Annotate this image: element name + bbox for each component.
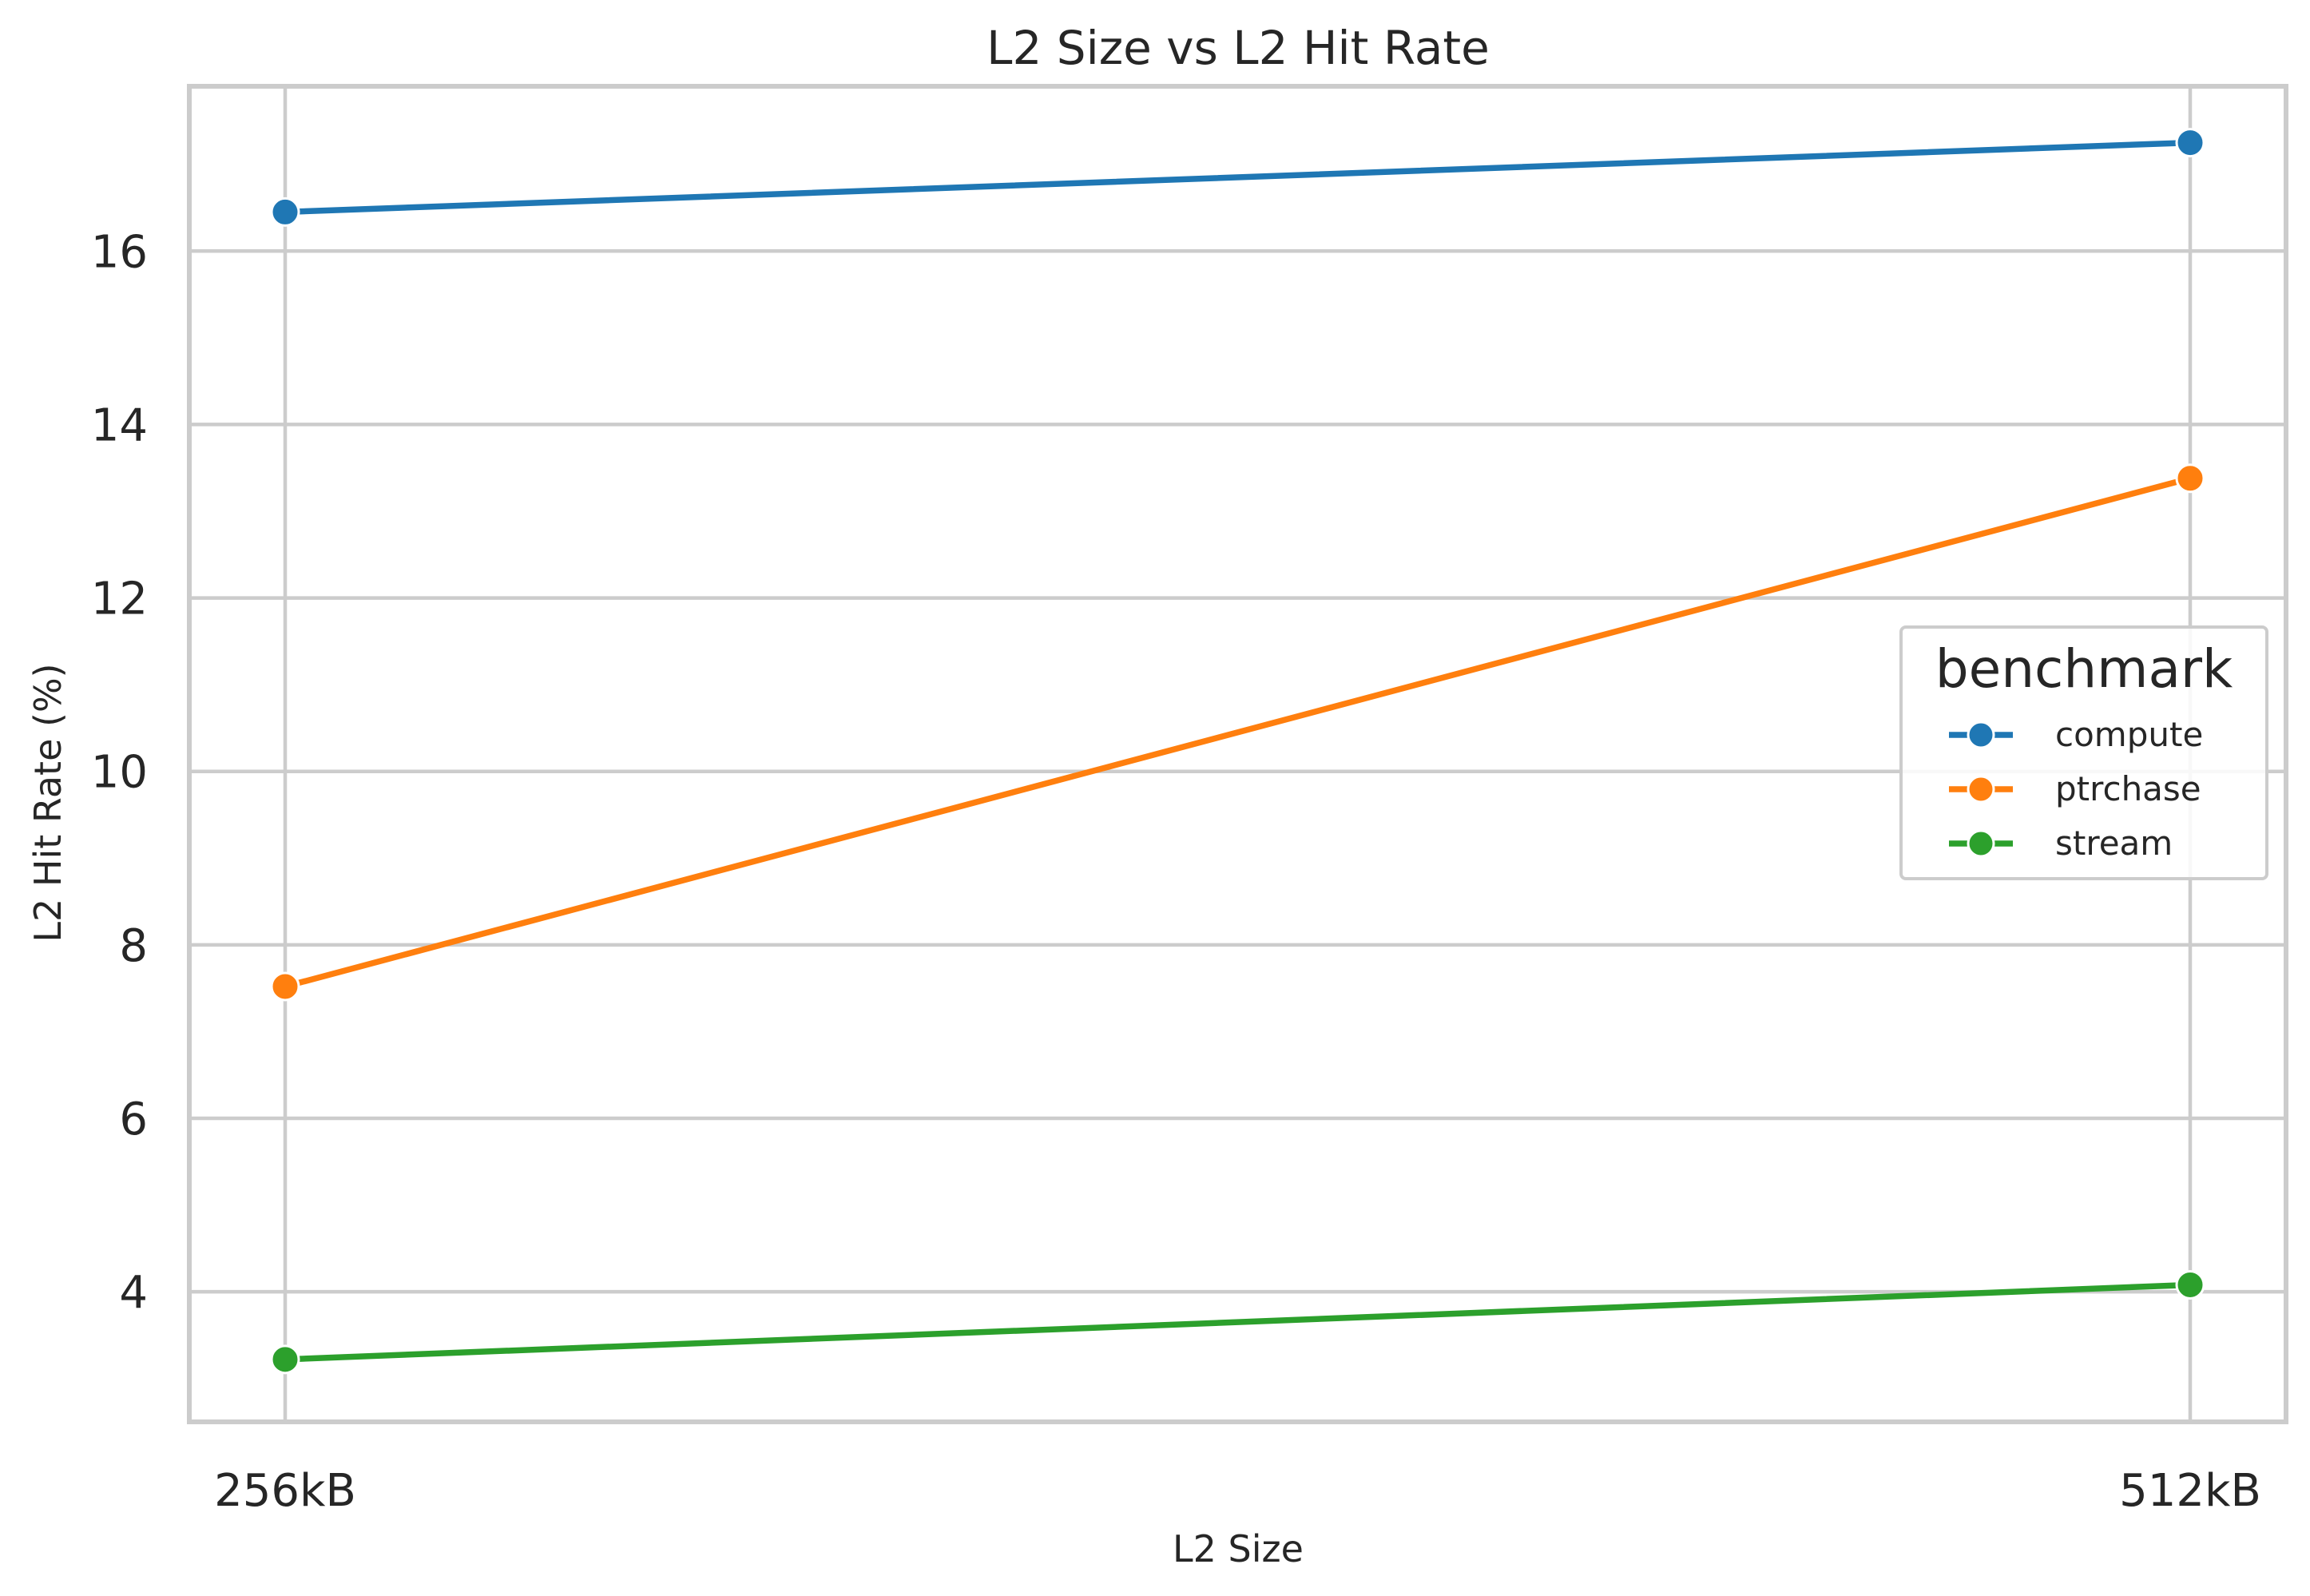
legend: benchmark compute ptrchase stream	[1899, 625, 2268, 880]
y-tick-label-8: 8	[119, 920, 148, 972]
legend-swatch-marker-stream	[1967, 829, 1995, 858]
chart-title: L2 Size vs L2 Hit Rate	[986, 21, 1490, 75]
series-ptrchase	[270, 463, 2205, 1002]
x-axis-label: L2 Size	[1173, 1527, 1304, 1570]
x-axis-ticks: 256kB 512kB	[214, 1465, 2261, 1517]
series-line-compute	[282, 139, 2193, 216]
y-tick-label-10: 10	[91, 747, 148, 799]
legend-box	[1899, 625, 2268, 880]
x-tick-label-256kB: 256kB	[214, 1465, 356, 1517]
legend-label-compute: compute	[2055, 715, 2203, 754]
series-layer	[270, 128, 2205, 1375]
data-point-ptrchase-256kB	[270, 971, 300, 1002]
legend-swatch-marker-compute	[1967, 721, 1995, 749]
series-compute	[270, 128, 2205, 227]
legend-item-compute: compute	[1949, 715, 2203, 754]
data-point-stream-256kB	[270, 1344, 300, 1375]
x-tick-label-512kB: 512kB	[2119, 1465, 2261, 1517]
data-point-compute-256kB	[270, 197, 300, 227]
y-tick-label-4: 4	[119, 1267, 148, 1319]
y-tick-label-16: 16	[91, 226, 148, 278]
legend-label-ptrchase: ptrchase	[2055, 769, 2201, 808]
grid-lines	[189, 86, 2286, 1422]
series-line-stream	[282, 1281, 2193, 1363]
data-point-compute-512kB	[2175, 128, 2205, 158]
legend-item-ptrchase: ptrchase	[1949, 769, 2201, 808]
data-point-ptrchase-512kB	[2175, 463, 2205, 494]
series-stream	[270, 1269, 2205, 1375]
plot-frame	[187, 84, 2288, 1424]
y-tick-label-6: 6	[119, 1094, 148, 1145]
legend-label-stream: stream	[2055, 824, 2173, 863]
series-line-ptrchase	[282, 474, 2193, 990]
y-tick-label-14: 14	[91, 399, 148, 451]
legend-items: compute ptrchase stream	[1949, 715, 2203, 863]
y-tick-label-12: 12	[91, 574, 148, 625]
y-axis-label: L2 Hit Rate (%)	[26, 663, 69, 942]
legend-swatch-marker-ptrchase	[1967, 775, 1995, 804]
legend-title: benchmark	[1935, 638, 2233, 700]
legend-item-stream: stream	[1949, 824, 2173, 863]
y-axis-ticks: 4 6 8 10 12 14 16	[91, 226, 148, 1319]
data-point-stream-512kB	[2175, 1269, 2205, 1300]
